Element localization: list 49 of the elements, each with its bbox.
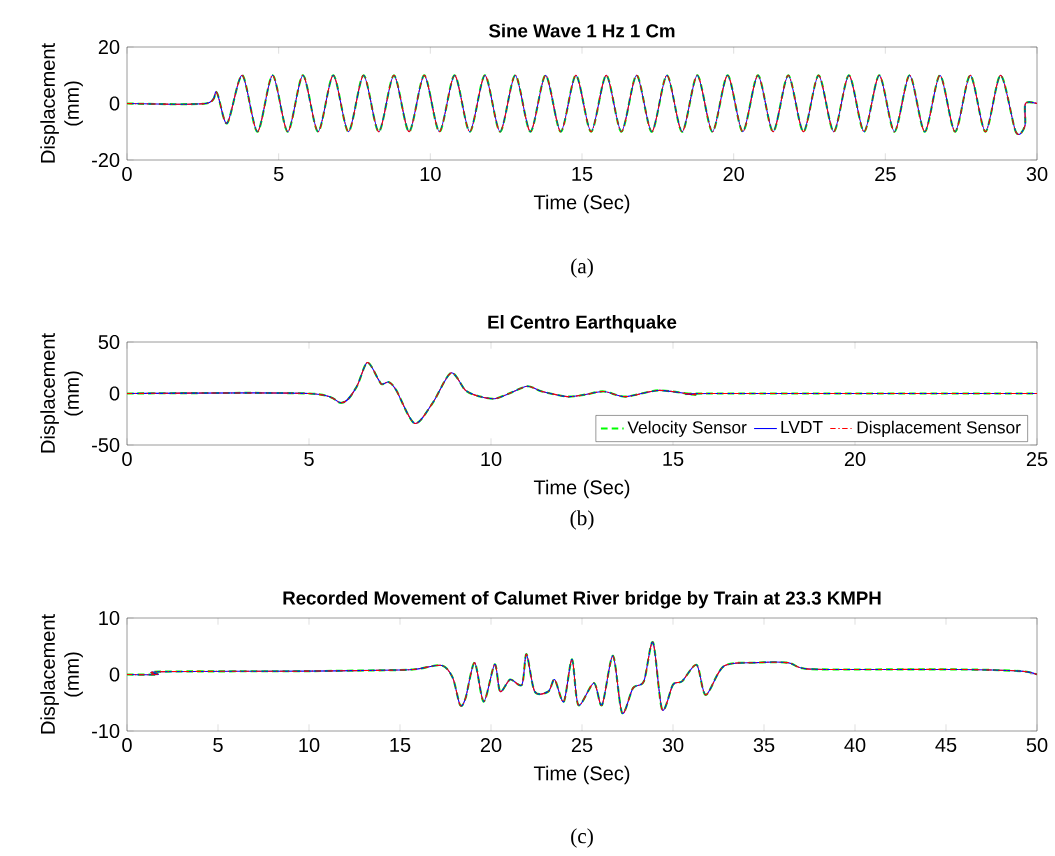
x-tick-label: 25 bbox=[571, 737, 593, 753]
y-tick-label: 50 bbox=[98, 334, 120, 350]
y-tick-label: 0 bbox=[109, 667, 120, 682]
chart-title: El Centro Earthquake bbox=[488, 315, 677, 333]
x-axis-title: Time (Sec) bbox=[533, 765, 630, 785]
y-tick-label: 0 bbox=[109, 96, 120, 111]
x-tick-label: 50 bbox=[1026, 737, 1048, 753]
legend-label: LVDT bbox=[781, 421, 823, 433]
x-tick-label: 10 bbox=[299, 737, 320, 753]
x-axis-title: Time (Sec) bbox=[533, 194, 630, 214]
x-tick-label: 30 bbox=[662, 737, 684, 753]
x-tick-label: 25 bbox=[875, 166, 896, 182]
chart-title: Recorded Movement of Calumet River bridge by Train at 23.3 KMPH bbox=[283, 590, 881, 609]
y-tick-label: -50 bbox=[92, 437, 120, 453]
line-series bbox=[127, 641, 1038, 714]
x-tick-label: 30 bbox=[1026, 166, 1048, 182]
x-tick-label: 20 bbox=[480, 737, 502, 753]
y-axis-title: Displacement (mm) bbox=[40, 43, 83, 163]
x-tick-label: 10 bbox=[420, 166, 441, 182]
y-tick-label: 0 bbox=[109, 386, 120, 401]
legend-label: Velocity Sensor bbox=[627, 420, 747, 437]
x-tick-label: 5 bbox=[304, 451, 314, 466]
text: (a) bbox=[571, 258, 593, 278]
x-tick-label: 5 bbox=[273, 166, 284, 181]
text: (b) bbox=[570, 510, 594, 530]
x-tick-label: 15 bbox=[390, 737, 411, 752]
x-tick-label: 10 bbox=[481, 451, 502, 467]
legend-label: Displacement Sensor bbox=[857, 420, 1021, 437]
y-tick-label: 10 bbox=[99, 610, 120, 626]
y-axis-title: Displacement (mm) bbox=[40, 614, 83, 734]
text: (c) bbox=[571, 828, 593, 848]
x-tick-label: 45 bbox=[935, 737, 957, 752]
y-tick-label: -20 bbox=[92, 152, 120, 168]
x-tick-label: 20 bbox=[844, 451, 866, 467]
x-tick-label: 40 bbox=[844, 737, 866, 753]
x-tick-label: 25 bbox=[1026, 451, 1048, 467]
x-tick-label: 35 bbox=[753, 737, 775, 753]
y-axis-title: Displacement (mm) bbox=[40, 333, 83, 453]
x-tick-label: 0 bbox=[122, 737, 132, 753]
x-axis-title: Time (Sec) bbox=[533, 479, 630, 499]
x-tick-label: 20 bbox=[723, 166, 744, 182]
x-tick-label: 0 bbox=[122, 166, 132, 182]
x-tick-label: 15 bbox=[663, 451, 684, 466]
x-tick-label: 5 bbox=[213, 737, 223, 752]
x-tick-label: 0 bbox=[122, 451, 132, 467]
chart-title: Sine Wave 1 Hz 1 Cm bbox=[489, 23, 675, 38]
y-tick-label: -10 bbox=[92, 723, 120, 739]
x-tick-label: 15 bbox=[572, 166, 593, 181]
y-tick-label: 20 bbox=[98, 39, 120, 55]
